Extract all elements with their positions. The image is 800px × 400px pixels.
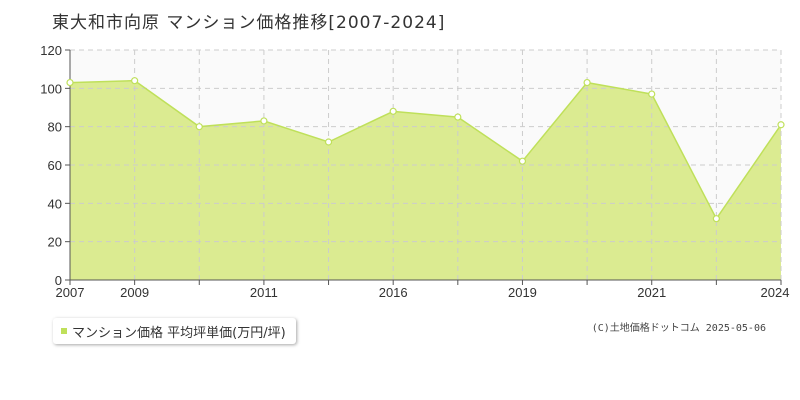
data-point xyxy=(518,157,527,165)
data-point xyxy=(648,90,656,98)
line-layer xyxy=(69,79,782,221)
series-area xyxy=(70,80,781,281)
x-tick-label: 2024 xyxy=(761,285,790,300)
data-point xyxy=(131,77,139,85)
y-tick-label: 100 xyxy=(40,81,62,96)
y-tick-label: 120 xyxy=(40,43,62,58)
data-point xyxy=(454,113,462,121)
y-tick-label: 40 xyxy=(48,196,62,211)
data-point xyxy=(324,138,333,146)
grid-layer xyxy=(70,49,782,280)
y-tick-label: 80 xyxy=(48,120,62,135)
series-line xyxy=(69,79,782,221)
x-tick-label: 2021 xyxy=(637,285,666,300)
data-point xyxy=(260,117,268,125)
x-tick-label: 2011 xyxy=(250,285,278,300)
point-layer xyxy=(66,77,785,223)
y-tick-label: 20 xyxy=(48,235,62,250)
legend: マンション価格 平均坪単価(万円/坪) xyxy=(53,318,296,344)
data-point xyxy=(66,78,74,87)
data-point xyxy=(583,78,591,87)
data-point xyxy=(712,215,720,223)
axis-layer xyxy=(65,49,782,285)
legend-swatch xyxy=(61,328,67,334)
y-tick-label: 60 xyxy=(48,158,62,173)
x-tick-label: 2016 xyxy=(379,285,408,300)
data-point xyxy=(389,107,397,115)
y-tick-label: 0 xyxy=(55,273,62,288)
legend-label: マンション価格 平均坪単価(万円/坪) xyxy=(72,325,286,341)
area-layer xyxy=(70,80,781,281)
y-tick-labels: 0 20 40 60 80 100 120 xyxy=(40,43,62,288)
x-tick-label: 2019 xyxy=(508,285,537,300)
credit-text: (C)土地価格ドットコム 2025-05-06 xyxy=(591,323,766,334)
data-point xyxy=(195,123,203,131)
x-tick-labels: 2007 2009 2011 2016 2019 2021 2024 xyxy=(56,285,790,300)
chart-title: 東大和市向原 マンション価格推移[2007-2024] xyxy=(52,13,446,33)
x-tick-label: 2007 xyxy=(56,285,85,300)
x-tick-label: 2009 xyxy=(120,285,149,300)
data-point xyxy=(777,121,785,129)
